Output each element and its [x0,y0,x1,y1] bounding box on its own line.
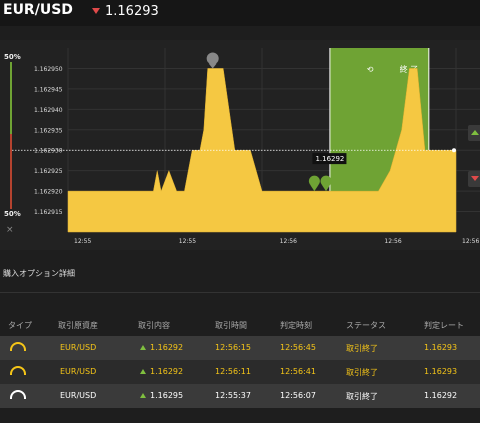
reference-dot [452,148,456,153]
table-row[interactable]: EUR/USD 1.16295 12:55:37 12:56:07 取引終了 1… [0,384,480,408]
x-tick-label: 12:56 [384,238,401,245]
expiry-label: 終 了 [400,64,419,74]
current-price: 1.16293 [105,4,159,19]
low-meter-bar [10,134,12,209]
header-type: タイプ [8,321,32,330]
table-row[interactable]: EUR/USD 1.16292 12:56:11 12:56:41 取引終了 1… [0,360,480,384]
header-status: ステータス [346,321,386,330]
cell-asset: EUR/USD [60,343,97,352]
gauge-icon [10,342,26,351]
up-arrow-icon [140,393,146,398]
table-header: タイプ 取引原資産 取引内容 取引時間 判定時刻 ステータス 判定レート [0,316,480,336]
cell-judge: 12:56:07 [280,391,316,400]
cell-status: 取引終了 [346,344,378,353]
cell-time: 12:56:15 [215,343,251,352]
currency-pair-title: EUR/USD [3,2,73,18]
cell-content: 1.16292 [150,367,184,376]
entry-marker [320,175,332,187]
y-tick-label: 1.162930 [34,148,63,155]
cell-content: 1.16292 [150,343,184,352]
up-arrow-icon [140,345,146,350]
up-arrow-icon [140,369,146,374]
entry-marker [308,175,320,187]
refresh-icon: ⟲ [367,65,374,74]
cell-content: 1.16295 [150,391,184,400]
low-button[interactable] [468,171,480,187]
high-percentage: 50% [4,53,21,61]
price-chart: 1.162950 1.162945 1.162940 1.162935 1.162930… [12,48,480,245]
price-area [67,68,457,233]
x-tick-label: 12:55 [74,238,91,245]
cell-judge: 12:56:41 [280,367,316,376]
options-table: タイプ 取引原資産 取引内容 取引時間 判定時刻 ステータス 判定レート EUR… [0,316,480,408]
gauge-icon [10,390,26,399]
down-arrow-icon [92,8,100,14]
high-meter-bar [10,62,12,134]
header-rate: 判定レート [424,321,464,330]
cell-rate: 1.16293 [424,343,458,352]
low-percentage: 50% [4,210,21,218]
cell-judge: 12:56:45 [280,343,316,352]
gray-marker [206,52,219,65]
y-tick-label: 1.162920 [34,189,63,196]
x-tick-label: 12:55 [179,238,196,245]
gauge-icon [10,366,26,375]
y-tick-label: 1.162925 [34,168,63,175]
gray-marker [208,63,217,69]
header-content: 取引内容 [138,321,170,330]
close-icon[interactable]: × [6,225,14,235]
chart-panel: 50% 50% × 1.162950 1.162945 1.162940 1.1629… [0,40,480,250]
cell-status: 取引終了 [346,392,378,401]
cell-asset: EUR/USD [60,391,97,400]
current-price-label: 1.16292 [315,155,344,163]
cell-rate: 1.16293 [424,367,458,376]
high-button[interactable] [468,125,480,141]
y-tick-label: 1.162945 [34,86,63,93]
y-tick-label: 1.162950 [34,66,63,73]
header-time: 取引時間 [215,321,247,330]
x-tick-label: 12:56 [280,238,297,245]
header-bar: EUR/USD 1.16293 [0,0,480,26]
y-tick-label: 1.162915 [34,209,63,216]
cell-asset: EUR/USD [60,367,97,376]
cell-rate: 1.16292 [424,391,458,400]
cell-status: 取引終了 [346,368,378,377]
header-asset: 取引原資産 [58,321,98,330]
x-tick-label: 12:56 [462,238,479,245]
y-tick-label: 1.162940 [34,107,63,114]
y-tick-label: 1.162935 [34,127,63,134]
table-row[interactable]: EUR/USD 1.16292 12:56:15 12:56:45 取引終了 1… [0,336,480,360]
entry-marker [322,185,331,192]
divider [0,292,480,293]
entry-marker [310,185,319,192]
cell-time: 12:55:37 [215,391,251,400]
header-judge: 判定時刻 [280,321,312,330]
section-title: 購入オプション詳細 [3,269,75,278]
current-label-box [312,153,347,165]
cell-time: 12:56:11 [215,367,251,376]
